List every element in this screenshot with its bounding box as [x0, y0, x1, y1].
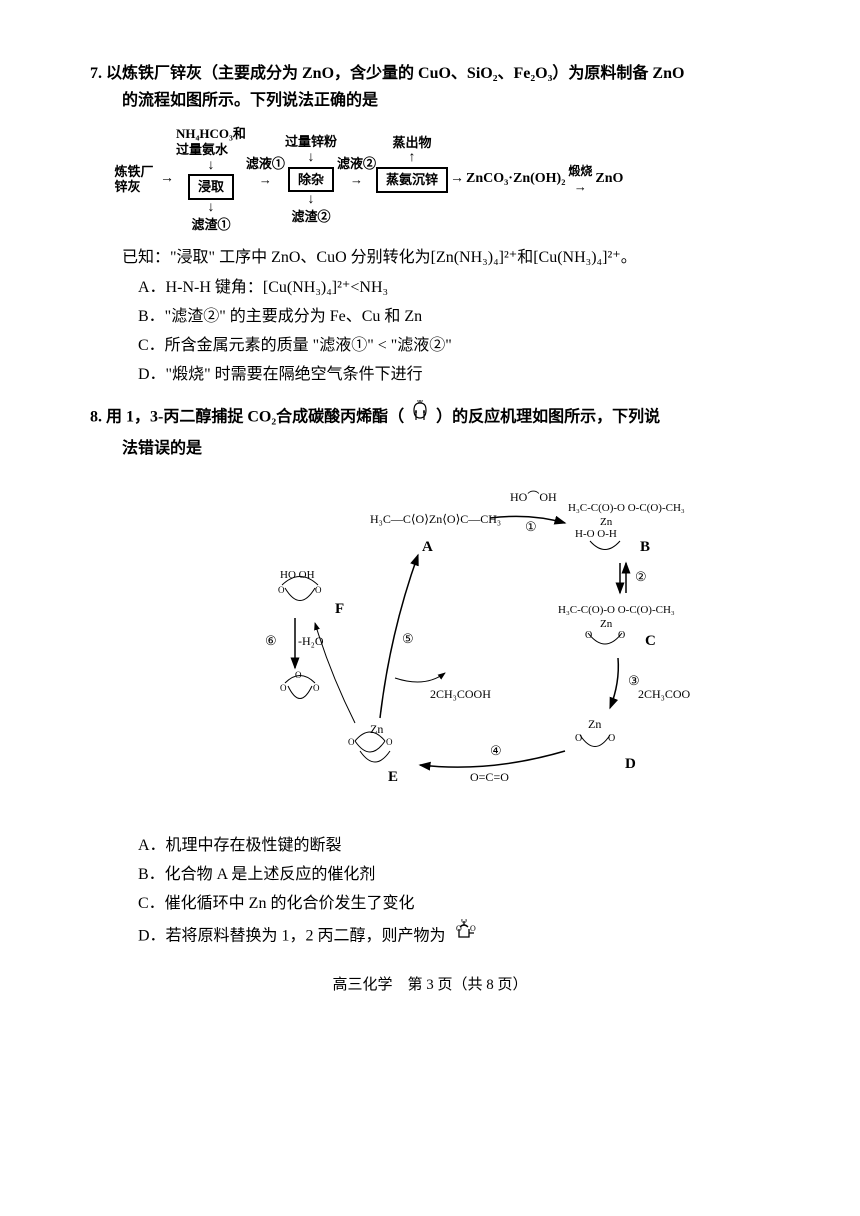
- filtrate-2: 滤液② →: [337, 156, 376, 203]
- label-E: E: [388, 769, 398, 785]
- q8-option-d-text: D．若将原料替换为 1，2 丙二醇，则产物为: [138, 928, 450, 945]
- q8-line1b: ）的反应机理如图所示，下列说: [436, 409, 660, 426]
- arrow-icon: →: [450, 167, 464, 191]
- svg-text:O: O: [618, 630, 625, 641]
- svg-text:O: O: [461, 919, 467, 925]
- calcine-step: 煅烧 →: [568, 164, 592, 194]
- reagent-1: NH₄HCO₃和 过量氨水: [176, 126, 246, 157]
- svg-text:Zn: Zn: [600, 618, 613, 630]
- q8-number: 8.: [90, 409, 102, 426]
- step-1: ①: [525, 519, 537, 534]
- question-8: 8. 用 1，3-丙二醇捕捉 CO₂合成碳酸丙烯酯（ O ）的反应机理如图所示，…: [90, 400, 770, 954]
- calcine-label: 煅烧: [568, 164, 592, 178]
- q7-option-a: A．H-N-H 键角：[Cu(NH₃)₄]²⁺<NH₃: [138, 274, 770, 301]
- reagent-acoh-2: 2CH₃COOH: [430, 687, 491, 701]
- residue-2: 滤渣②: [291, 209, 330, 225]
- q8-stem: 8. 用 1，3-丙二醇捕捉 CO₂合成碳酸丙烯酯（ O ）的反应机理如图所示，…: [90, 400, 770, 435]
- reagent-diol: HO⌒OH: [510, 490, 557, 504]
- flow-input-left: 炼铁厂 锌灰: [110, 164, 158, 195]
- mol-C: H₃C-C(O)-O O-C(O)-CH₃: [558, 604, 675, 616]
- filtrate-2-label: 滤液②: [337, 156, 376, 172]
- q7-options: A．H-N-H 键角：[Cu(NH₃)₄]²⁺<NH₃ B．"滤渣②" 的主要成…: [138, 274, 770, 389]
- svg-text:Zn: Zn: [600, 516, 613, 528]
- svg-text:O: O: [575, 733, 582, 744]
- reagent-h2o: -H₂O: [298, 634, 324, 648]
- q7-number: 7.: [90, 65, 102, 82]
- stage-1: NH₄HCO₃和 过量氨水 ↓ 浸取 ↓ 滤渣①: [176, 126, 246, 232]
- q7-option-d: D．"煅烧" 时需要在隔绝空气条件下进行: [138, 361, 770, 388]
- reagent-acoh-1: 2CH₃COOH: [638, 687, 690, 701]
- svg-text:O: O: [278, 585, 285, 595]
- q8-options: A．机理中存在极性键的断裂 B．化合物 A 是上述反应的催化剂 C．催化循环中 …: [138, 832, 770, 955]
- distillate-label: 蒸出物: [392, 135, 431, 151]
- label-D: D: [625, 756, 636, 772]
- filtrate-1-label: 滤液①: [246, 156, 285, 172]
- label-zinc-ash: 炼铁厂 锌灰: [114, 164, 153, 195]
- q8-option-b: B．化合物 A 是上述反应的催化剂: [138, 861, 770, 888]
- stage-3: 蒸出物 ↑ 蒸氨沉锌: [376, 135, 448, 224]
- page-footer: 高三化学 第 3 页（共 8 页）: [90, 973, 770, 999]
- svg-text:O: O: [315, 585, 322, 595]
- q8-mechanism-diagram: H₃C—C⟨O⟩Zn⟨O⟩C—CH₃ A ① HO⌒OH H₃C-C(O)-O …: [90, 473, 770, 822]
- svg-text:H-O O-H: H-O O-H: [575, 528, 617, 540]
- reagent-2: 过量锌粉: [285, 134, 337, 150]
- q8-option-c: C．催化循环中 Zn 的化合价发生了变化: [138, 890, 770, 917]
- step-4: ④: [490, 743, 502, 758]
- step-5: ⑤: [402, 631, 414, 646]
- q7-option-c: C．所含金属元素的质量 "滤液①" < "滤液②": [138, 332, 770, 359]
- reagent-co2: O=C=O: [470, 770, 509, 784]
- box-leach: 浸取: [188, 174, 234, 200]
- step-3: ③: [628, 673, 640, 688]
- svg-text:O: O: [585, 630, 592, 641]
- step-6: ⑥: [265, 633, 277, 648]
- box-precip: 蒸氨沉锌: [376, 167, 448, 193]
- svg-text:O: O: [348, 737, 355, 747]
- svg-text:O: O: [417, 400, 423, 405]
- q7-known: 已知："浸取" 工序中 ZnO、CuO 分别转化为[Zn(NH₃)₄]²⁺和[C…: [122, 244, 770, 271]
- product-molecule-icon: O OO: [450, 919, 478, 954]
- mol-A-formula: H₃C—C⟨O⟩Zn⟨O⟩C—CH₃: [370, 512, 501, 526]
- svg-text:O: O: [313, 683, 320, 693]
- svg-text:O: O: [280, 683, 287, 693]
- q8-line1a: 用 1，3-丙二醇捕捉 CO₂合成碳酸丙烯酯（: [106, 409, 404, 426]
- label-F: F: [335, 601, 344, 617]
- svg-text:O: O: [470, 924, 476, 933]
- filtrate-1: 滤液① →: [246, 156, 285, 203]
- q8-option-a: A．机理中存在极性键的断裂: [138, 832, 770, 859]
- svg-text:O: O: [386, 737, 393, 747]
- residue-1: 滤渣①: [191, 217, 230, 233]
- q7-stem: 7. 以炼铁厂锌灰（主要成分为 ZnO，含少量的 CuO、SiO₂、Fe₂O₃）…: [90, 60, 770, 87]
- step-2: ②: [635, 569, 647, 584]
- box-purify: 除杂: [288, 167, 334, 193]
- mol-D: Zn: [588, 717, 601, 731]
- q7-flowchart: 炼铁厂 锌灰 → NH₄HCO₃和 过量氨水 ↓ 浸取 ↓ 滤渣① 滤液① → …: [110, 126, 770, 232]
- question-7: 7. 以炼铁厂锌灰（主要成分为 ZnO，含少量的 CuO、SiO₂、Fe₂O₃）…: [90, 60, 770, 388]
- intermediate-product: ZnCO₃·Zn(OH)₂: [466, 167, 565, 191]
- svg-text:O: O: [456, 924, 462, 933]
- q8-option-d: D．若将原料替换为 1，2 丙二醇，则产物为 O OO: [138, 919, 770, 954]
- propylene-carbonate-icon: O: [408, 400, 432, 435]
- stage-2: 过量锌粉 ↓ 除杂 ↓ 滤渣②: [285, 134, 337, 224]
- svg-text:O: O: [608, 733, 615, 744]
- label-C: C: [645, 633, 656, 649]
- q7-option-b: B．"滤渣②" 的主要成分为 Fe、Cu 和 Zn: [138, 303, 770, 330]
- final-product: ZnO: [595, 167, 623, 191]
- label-B: B: [640, 539, 650, 555]
- q7-line1: 以炼铁厂锌灰（主要成分为 ZnO，含少量的 CuO、SiO₂、Fe₂O₃）为原料…: [106, 65, 684, 82]
- q7-line2: 的流程如图所示。下列说法正确的是: [122, 87, 770, 114]
- svg-text:O: O: [295, 670, 302, 680]
- label-A: A: [422, 539, 433, 555]
- arrow-icon: →: [160, 167, 174, 191]
- q8-line2: 法错误的是: [122, 435, 770, 462]
- mol-B: H₃C-C(O)-O O-C(O)-CH₃: [568, 502, 685, 514]
